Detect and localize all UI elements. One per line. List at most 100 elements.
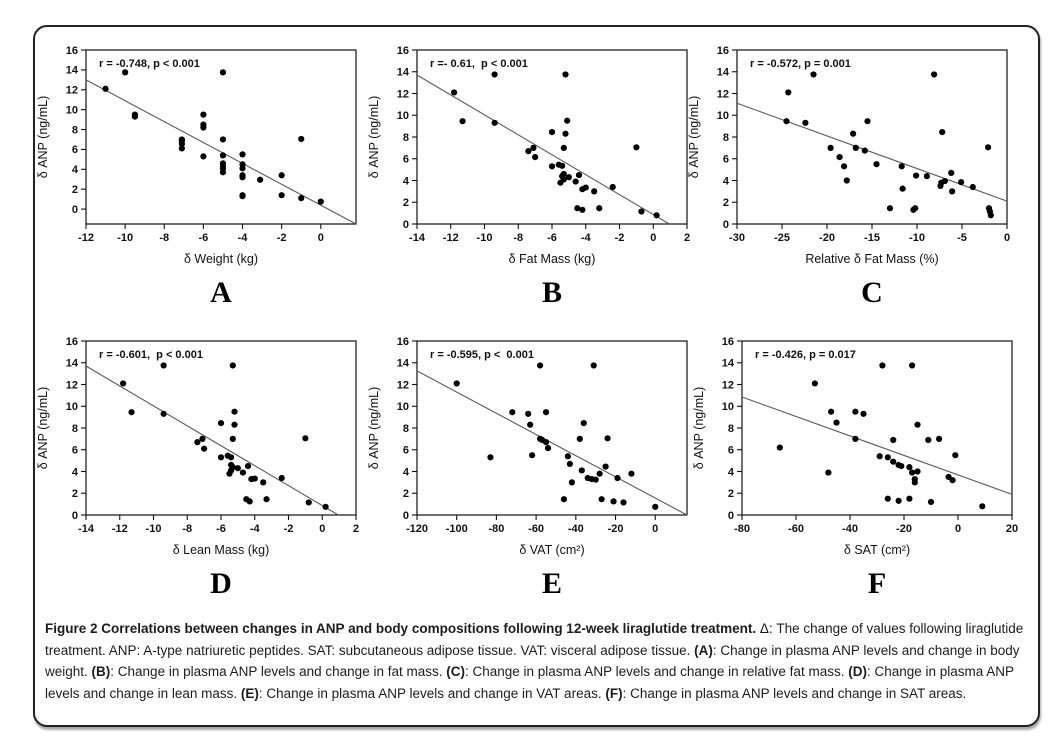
svg-text:0: 0 [1004,232,1010,244]
svg-text:8: 8 [72,423,78,435]
caption-text-segment: : Change in plasma ANP levels and change… [45,642,1020,680]
caption-text-segment: : Change in plasma ANP levels and change… [258,685,606,701]
caption-text-segment: : Change in plasma ANP levels and change… [110,664,447,679]
svg-text:-25: -25 [774,232,790,244]
svg-text:-2: -2 [284,523,294,535]
svg-text:10: 10 [397,110,409,122]
svg-text:0: 0 [728,510,734,522]
svg-text:-60: -60 [788,523,804,535]
svg-text:14: 14 [397,358,410,370]
plot-frame [85,340,357,516]
scatter-points [102,69,324,205]
svg-text:16: 16 [397,336,409,348]
plot-frame [85,49,357,225]
svg-text:2: 2 [684,232,690,244]
plot-frame [736,49,1008,225]
caption-text-segment: : Change in plasma ANP levels and change… [464,664,849,679]
x-axis-label: δ Fat Mass (kg) [509,252,596,266]
svg-text:-5: -5 [957,232,967,244]
plot-frame [416,49,688,225]
x-axis-ticks: -12 -10 -8 -6 -4 -2 0 [78,224,324,244]
y-axis-ticks: 0 2 4 6 8 10 12 14 16 [397,336,417,522]
panel-letter-C: C [861,276,883,309]
x-axis-label: δ Weight (kg) [184,252,258,266]
svg-text:-8: -8 [159,232,169,244]
correlation-annotation: r =- 0.61, p < 0.001 [430,58,528,70]
y-axis-label: δ ANP (ng/mL) [692,387,706,469]
scatter-points [453,362,659,510]
plot-E: -120 -100 -80 -60 -40 -20 0 0 2 4 6 8 10 12 14 16 r = -0… [367,336,688,557]
y-axis-ticks: 0 2 4 6 8 10 12 14 16 [717,45,737,231]
svg-text:8: 8 [72,124,78,136]
x-axis-ticks: -80 -60 -40 -20 0 20 [734,515,1018,535]
regression-line [416,74,670,225]
svg-text:-12: -12 [112,523,128,535]
svg-text:-100: -100 [446,523,468,535]
y-axis-ticks: 0 2 4 6 8 10 12 14 16 [66,336,86,522]
x-axis-label: Relative δ Fat Mass (%) [805,252,938,266]
regression-line [741,396,1013,495]
svg-text:-6: -6 [199,232,209,244]
panel-letter-A: A [210,276,232,309]
plot-C: -30 -25 -20 -15 -10 -5 0 0 2 4 6 8 10 12 14 16 r = -0.57… [687,45,1010,266]
scatter-points [451,71,660,219]
svg-text:6: 6 [723,154,729,166]
svg-text:4: 4 [723,175,730,187]
x-axis-ticks: -14 -12 -10 -8 -6 -4 -2 0 2 [409,224,690,244]
svg-text:12: 12 [397,379,409,391]
svg-text:16: 16 [397,45,409,57]
svg-text:-8: -8 [182,523,192,535]
caption-text-segment: Δ: The change of values following liragl… [45,621,1024,658]
svg-text:2: 2 [728,488,734,500]
regression-line [736,102,1008,202]
caption-bold-segment: (A) [694,642,713,658]
scatter-plot-vat: -120 -100 -80 -60 -40 -20 0 0 2 4 6 8 10 12 14 16 r = -0… [367,336,688,557]
correlation-annotation: r = -0.601, p < 0.001 [99,349,203,361]
svg-text:0: 0 [403,510,409,522]
svg-text:-8: -8 [513,232,523,244]
svg-text:-2: -2 [615,232,625,244]
svg-text:14: 14 [66,65,79,77]
svg-text:-80: -80 [734,523,750,535]
caption-bold-segment: (C) [446,664,465,679]
plot-F: -80 -60 -40 -20 0 20 0 2 4 6 8 10 12 14 16 r = -0.426, … [692,336,1018,557]
svg-text:0: 0 [72,204,78,216]
correlation-annotation: r = -0.595, p < 0.001 [430,349,534,361]
panel-D: -14 -12 -10 -8 -6 -4 -2 0 2 0 2 4 6 8 10 12 14 16 r = -0.6… [34,325,364,601]
svg-text:2: 2 [403,488,409,500]
panel-F: -80 -60 -40 -20 0 20 0 2 4 6 8 10 12 14 16 r = -0.426, … [690,325,1020,601]
svg-text:10: 10 [717,110,729,122]
plot-B: -14 -12 -10 -8 -6 -4 -2 0 2 0 2 4 6 8 10 12 14 16 r =- 0.6… [367,45,690,266]
svg-text:8: 8 [403,423,409,435]
y-axis-ticks: 0 2 4 6 8 10 12 14 16 [722,336,742,522]
panel-C: -30 -25 -20 -15 -10 -5 0 0 2 4 6 8 10 12 14 16 r = -0.57… [685,34,1015,310]
svg-text:12: 12 [722,379,734,391]
figure-caption: Figure 2 Correlations between changes in… [45,618,1030,704]
svg-text:8: 8 [728,423,734,435]
plot-D: -14 -12 -10 -8 -6 -4 -2 0 2 0 2 4 6 8 10 12 14 16 r = -0.6… [36,336,359,557]
regression-line [416,370,688,516]
svg-text:0: 0 [723,219,729,231]
plot-frame [416,340,688,516]
plot-frame [741,340,1013,516]
scatter-plot-weight: -12 -10 -8 -6 -4 -2 0 0 2 4 6 8 10 12 14 16 r = -0.748, … [36,45,357,266]
svg-text:-15: -15 [864,232,880,244]
svg-text:4: 4 [72,466,79,478]
svg-text:-10: -10 [146,523,162,535]
svg-text:8: 8 [403,132,409,144]
svg-text:8: 8 [723,132,729,144]
scatter-points [120,362,329,510]
scatter-plot-relative-fat-mass: -30 -25 -20 -15 -10 -5 0 0 2 4 6 8 10 12 14 16 r = -0.57… [687,45,1010,266]
svg-text:-6: -6 [216,523,226,535]
panel-A: -12 -10 -8 -6 -4 -2 0 0 2 4 6 8 10 12 14 16 r = -0.748, … [34,34,364,310]
plot-A: -12 -10 -8 -6 -4 -2 0 0 2 4 6 8 10 12 14 16 r = -0.748, … [36,45,357,266]
correlation-annotation: r = -0.748, p < 0.001 [99,58,200,70]
svg-text:-10: -10 [477,232,493,244]
svg-text:-4: -4 [250,523,261,535]
svg-text:14: 14 [66,358,79,370]
svg-text:0: 0 [318,232,324,244]
svg-text:6: 6 [72,144,78,156]
svg-text:14: 14 [717,67,730,79]
svg-text:10: 10 [722,401,734,413]
